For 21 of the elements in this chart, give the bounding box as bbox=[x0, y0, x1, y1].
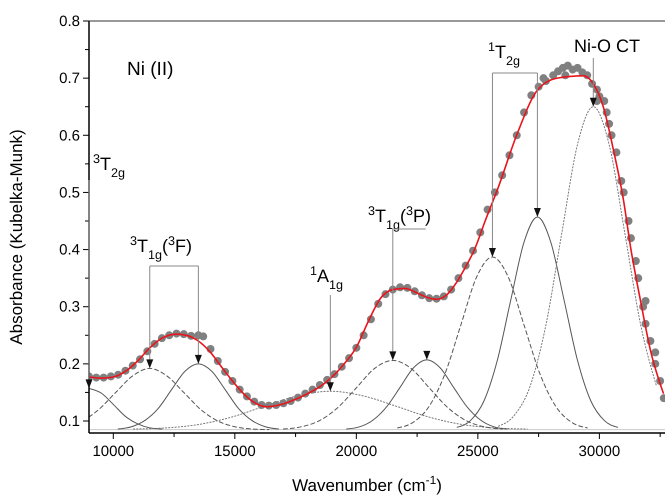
y-axis-title: Absorbance (Kubelka-Munk) bbox=[7, 129, 26, 345]
x-tick-label: 10000 bbox=[92, 443, 134, 460]
annotation: $^{3}$T$_{1g}$($^{3}$F) bbox=[130, 234, 192, 262]
y-tick-label: 0.6 bbox=[59, 127, 80, 144]
annotation: $^{1}$A$_{1g}$ bbox=[310, 264, 344, 292]
x-tick-label: 20000 bbox=[335, 443, 378, 460]
y-tick-label: 0.7 bbox=[59, 70, 80, 88]
y-tick-label: 0.4 bbox=[59, 242, 80, 259]
x-tick-label: 25000 bbox=[457, 443, 499, 460]
annotation: $^{1}$T$_{2g}$ bbox=[488, 40, 520, 68]
y-tick-label: 0.5 bbox=[59, 184, 80, 202]
x-tick-label: 30000 bbox=[578, 443, 620, 460]
x-axis-title: Wavenumber (cm$^{-1}$) bbox=[292, 473, 442, 495]
annotation: Ni (II) bbox=[127, 59, 174, 80]
y-tick-label: 0.1 bbox=[59, 413, 80, 430]
y-tick-label: 0.2 bbox=[59, 356, 80, 373]
y-tick-label: 0.3 bbox=[59, 298, 80, 316]
annotation: $^{3}$T$_{2g}$ bbox=[93, 152, 126, 180]
y-tick-label: 0.8 bbox=[59, 13, 80, 30]
annotation: Ni-O CT bbox=[574, 36, 640, 56]
x-tick-label: 15000 bbox=[214, 443, 256, 460]
